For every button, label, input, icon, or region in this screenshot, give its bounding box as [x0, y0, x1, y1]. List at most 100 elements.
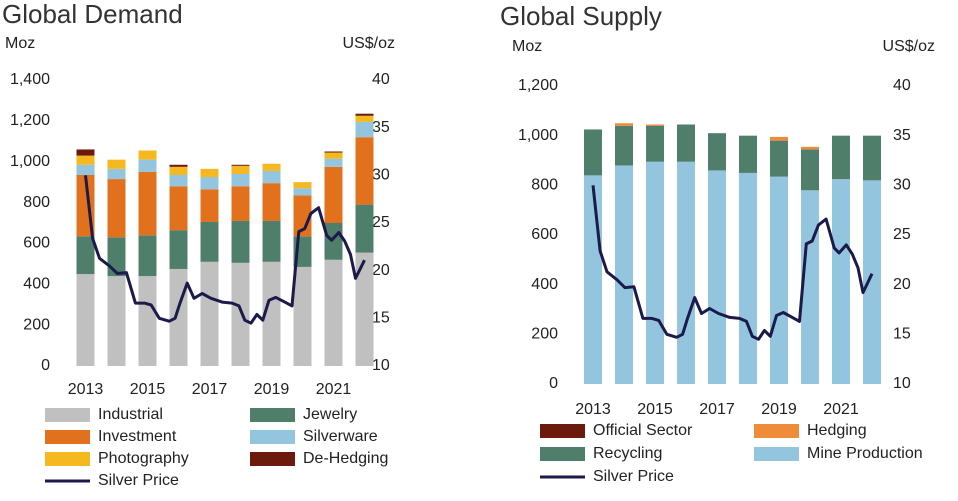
y2-axis-label: US$/oz — [343, 35, 395, 52]
bar-segment — [76, 236, 95, 275]
y2-tick-label: 20 — [372, 262, 390, 279]
legend-swatch — [250, 430, 295, 444]
bar-segment — [615, 165, 633, 384]
bar-segment — [231, 262, 250, 366]
bar-segment — [584, 175, 602, 384]
bar-segment — [801, 149, 819, 191]
legend-label: Photography — [98, 450, 189, 467]
bar-segment — [169, 230, 188, 269]
price-line — [84, 175, 366, 325]
bar-segment — [169, 166, 188, 175]
y2-tick-label: 30 — [893, 177, 911, 194]
y2-tick-label: 10 — [893, 375, 911, 392]
y2-tick-label: 35 — [372, 119, 390, 136]
bar-segment — [739, 172, 757, 384]
bar-segment — [770, 140, 788, 177]
y-tick-label: 800 — [23, 194, 50, 211]
bar-segment — [200, 177, 219, 190]
bar-segment — [863, 180, 881, 384]
legend-label: Official Sector — [593, 422, 693, 439]
bar-segment — [76, 164, 95, 175]
legend-label: Industrial — [98, 406, 163, 423]
bar-segment — [231, 186, 250, 221]
bar-segment — [293, 188, 312, 196]
legend-label: Mine Production — [807, 445, 923, 462]
y2-tick-label: 40 — [893, 77, 911, 94]
bar-segment — [200, 261, 219, 366]
y2-axis-label: US$/oz — [883, 38, 935, 55]
y2-tick-label: 40 — [372, 71, 390, 88]
bar-segment — [646, 125, 664, 162]
y-tick-label: 1,200 — [10, 112, 50, 129]
bar-segment — [324, 166, 343, 223]
bar-segment — [355, 113, 374, 116]
y-tick-label: 200 — [23, 316, 50, 333]
y-tick-label: 1,200 — [518, 77, 558, 94]
bar-segment — [324, 152, 343, 159]
bar-segment — [739, 135, 757, 173]
bar-segment — [770, 136, 788, 141]
y2-tick-label: 30 — [372, 167, 390, 184]
bar-segment — [107, 237, 126, 277]
bar-segment — [169, 268, 188, 366]
legend-label: Silver Price — [593, 468, 674, 485]
bar-segment — [231, 165, 250, 174]
bar-segment — [801, 146, 819, 150]
bar-segment — [169, 164, 188, 167]
legend-swatch — [754, 424, 799, 438]
bar-segment — [677, 161, 695, 384]
bar-segment — [615, 123, 633, 126]
bar-segment — [262, 183, 281, 221]
bar-segment — [138, 235, 157, 277]
bar-segment — [324, 151, 343, 153]
y2-tick-label: 35 — [893, 127, 911, 144]
bar-segment — [355, 115, 374, 122]
y-tick-label: 0 — [41, 357, 50, 374]
x-tick-label: 2021 — [823, 401, 859, 418]
bar-segment — [832, 135, 850, 180]
legend-swatch — [45, 430, 90, 444]
bar-segment — [584, 129, 602, 176]
bar-segment — [200, 168, 219, 178]
bar-segment — [863, 135, 881, 181]
y2-tick-label: 25 — [372, 214, 390, 231]
legend-swatch — [540, 424, 585, 438]
legend-swatch — [250, 452, 295, 466]
y-axis-label: Moz — [512, 38, 542, 55]
bar-segment — [324, 223, 343, 260]
chart-title: Global Supply — [500, 1, 662, 31]
bar-segment — [770, 176, 788, 384]
bar-segment — [262, 163, 281, 171]
legend-label: De-Hedging — [303, 450, 388, 467]
bar-segment — [169, 174, 188, 187]
x-tick-label: 2015 — [637, 401, 673, 418]
y-tick-label: 400 — [23, 276, 50, 293]
bar-segment — [293, 182, 312, 189]
y2-tick-label: 15 — [893, 326, 911, 343]
legend-swatch — [45, 452, 90, 466]
bar-segment — [708, 133, 726, 171]
y-axis-label: Moz — [5, 35, 35, 52]
y2-tick-label: 10 — [372, 357, 390, 374]
bar-segment — [138, 159, 157, 172]
bar-segment — [138, 171, 157, 236]
y-tick-label: 1,000 — [518, 127, 558, 144]
bar-segment — [677, 124, 695, 162]
legend-label: Silverware — [303, 428, 378, 445]
y-tick-label: 600 — [23, 235, 50, 252]
y-tick-label: 1,000 — [10, 153, 50, 170]
bar-segment — [832, 179, 850, 384]
x-tick-label: 2021 — [316, 381, 352, 398]
legend-label: Investment — [98, 428, 177, 445]
legend-label: Jewelry — [303, 406, 357, 423]
y2-tick-label: 15 — [372, 310, 390, 327]
bar-segment — [615, 125, 633, 166]
bar-segment — [293, 266, 312, 366]
bar-segment — [107, 159, 126, 169]
legend-swatch — [45, 408, 90, 422]
bar-segment — [76, 274, 95, 366]
bar-segment — [76, 155, 95, 165]
y2-tick-label: 20 — [893, 276, 911, 293]
